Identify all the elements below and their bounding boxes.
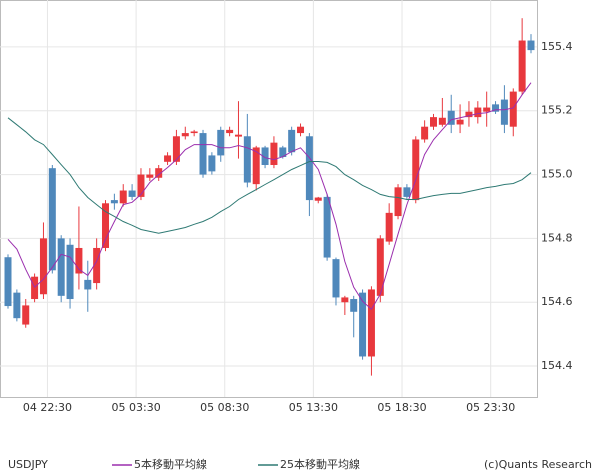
candle-body — [394, 187, 402, 217]
candle-body — [181, 133, 189, 137]
candle-body — [199, 133, 207, 175]
y-tick-label: 155.2 — [541, 104, 573, 117]
candle-body — [270, 142, 278, 165]
candle-body — [279, 147, 287, 158]
candle-body — [385, 212, 393, 242]
candle-body — [234, 134, 242, 137]
ma-line — [7, 117, 532, 234]
candle-body — [164, 155, 172, 162]
y-tick-label: 154.6 — [541, 295, 573, 308]
candle-body — [217, 129, 225, 156]
candle-body — [429, 117, 437, 127]
candle-body — [421, 126, 429, 140]
candle-body — [146, 174, 154, 178]
candle-body — [492, 104, 500, 112]
candle-body — [172, 136, 180, 162]
candle-body — [297, 126, 305, 134]
candle-body — [305, 136, 313, 201]
candle-body — [376, 238, 384, 296]
candle-body — [119, 190, 127, 204]
symbol: USDJPY — [8, 458, 48, 471]
candle-body — [22, 305, 30, 325]
candle-body — [137, 174, 145, 197]
candle-body — [84, 279, 92, 290]
candle-body — [438, 117, 446, 125]
candle-body — [456, 119, 464, 125]
candle-body — [39, 238, 47, 295]
candle-body — [332, 259, 340, 298]
candle-body — [4, 257, 12, 307]
candle-body — [323, 196, 331, 258]
x-tick-label: 05 23:30 — [466, 401, 515, 414]
x-tick-label: 04 22:30 — [23, 401, 72, 414]
candle-body — [509, 91, 517, 127]
candle-body — [518, 40, 526, 92]
candle-body — [155, 168, 163, 178]
candle-body — [465, 111, 473, 118]
candle-body — [403, 187, 411, 197]
candle-body — [288, 129, 296, 153]
ma-line — [7, 82, 532, 310]
candle-body — [128, 190, 136, 197]
legend-label: 25本移動平均線 — [280, 457, 360, 471]
candle-body — [261, 147, 269, 165]
y-tick-label: 155.4 — [541, 40, 573, 53]
candle-body — [110, 200, 118, 204]
credit: (c)Quants Research — [484, 458, 592, 471]
x-tick-label: 05 18:30 — [377, 401, 426, 414]
candle-body — [66, 244, 74, 300]
candle-body — [93, 247, 101, 284]
candle-body — [208, 155, 216, 172]
y-tick-label: 155.0 — [541, 168, 573, 181]
y-tick-label: 154.8 — [541, 231, 573, 244]
candle-body — [243, 136, 251, 183]
candle-body — [75, 247, 83, 274]
candle-body — [314, 197, 322, 201]
candle-body — [252, 147, 260, 185]
candle-body — [190, 131, 198, 134]
candle-body — [226, 129, 234, 134]
plot-frame — [0, 0, 538, 398]
candle-body — [359, 292, 367, 357]
candle-body — [48, 168, 56, 271]
x-tick-label: 05 03:30 — [112, 401, 161, 414]
candle-body — [341, 297, 349, 303]
candle-body — [527, 40, 535, 51]
x-tick-label: 05 08:30 — [200, 401, 249, 414]
y-tick-label: 154.4 — [541, 359, 573, 372]
candle-body — [500, 99, 508, 125]
x-tick-label: 05 13:30 — [289, 401, 338, 414]
candle-body — [367, 289, 375, 357]
candle-body — [483, 107, 491, 112]
candle-body — [102, 203, 110, 248]
candle-body — [412, 139, 420, 201]
legend-label: 5本移動平均線 — [134, 457, 207, 471]
candle-body — [13, 292, 21, 319]
candle-body — [57, 238, 65, 296]
candle-body — [350, 299, 358, 312]
candle-body — [447, 110, 455, 125]
candle-body — [474, 107, 482, 118]
